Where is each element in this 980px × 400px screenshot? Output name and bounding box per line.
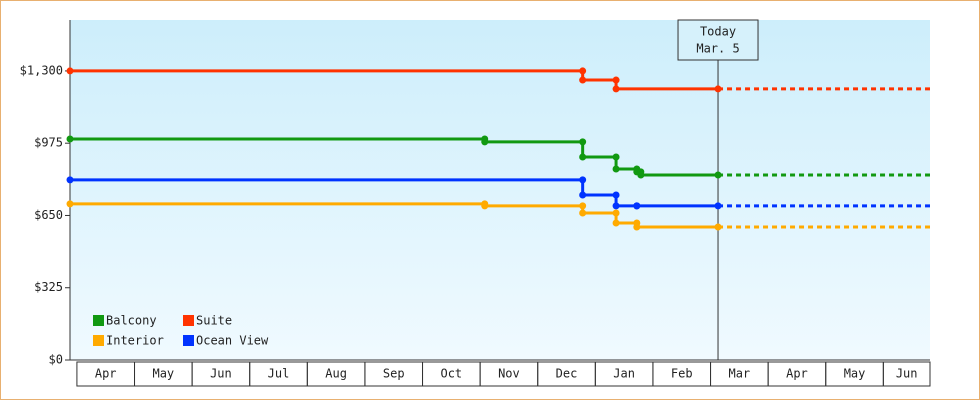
x-month-cell — [882, 361, 931, 387]
x-tick-label: Jun — [896, 367, 918, 381]
legend-label: Suite — [196, 314, 232, 328]
price-point — [612, 202, 620, 210]
price-point — [612, 209, 620, 217]
today-label: Today — [700, 25, 736, 39]
price-point — [714, 202, 722, 210]
x-tick-label: Dec — [556, 367, 578, 381]
x-tick-label: May — [844, 367, 866, 381]
legend-swatch — [183, 315, 194, 326]
legend-label: Interior — [106, 334, 164, 348]
price-point — [714, 85, 722, 93]
price-point — [633, 223, 641, 231]
price-point — [612, 191, 620, 199]
x-tick-label: Apr — [95, 367, 117, 381]
price-point — [714, 223, 722, 231]
price-line — [70, 69, 719, 91]
price-point — [612, 85, 620, 93]
price-point — [579, 202, 587, 210]
price-point — [612, 219, 620, 227]
legend-label: Ocean View — [196, 334, 269, 348]
price-point — [714, 171, 722, 179]
price-point — [579, 209, 587, 217]
x-tick-label: Oct — [440, 367, 462, 381]
price-point — [579, 76, 587, 84]
price-point — [612, 76, 620, 84]
x-tick-label: Feb — [671, 367, 693, 381]
price-point — [66, 135, 74, 143]
x-tick-label: Jun — [210, 367, 232, 381]
y-tick-label: $975 — [34, 136, 63, 150]
y-tick-label: $1,300 — [20, 63, 63, 77]
price-point — [637, 171, 645, 179]
x-tick-label: Jul — [268, 367, 290, 381]
price-point — [481, 138, 489, 146]
price-point — [612, 165, 620, 173]
x-tick-label: Mar — [728, 367, 750, 381]
x-tick-label: Jan — [613, 367, 635, 381]
today-box — [677, 19, 759, 61]
legend-swatch — [93, 335, 104, 346]
y-tick-label: $0 — [49, 353, 63, 367]
price-point — [579, 138, 587, 146]
x-tick-label: Aug — [325, 367, 347, 381]
price-point — [633, 202, 641, 210]
price-point — [66, 176, 74, 184]
x-tick-label: Nov — [498, 367, 520, 381]
legend-swatch — [93, 315, 104, 326]
price-point — [481, 202, 489, 210]
legend-swatch — [183, 335, 194, 346]
x-tick-label: Apr — [786, 367, 808, 381]
plot-area — [70, 20, 930, 360]
price-point — [612, 153, 620, 161]
price-point — [579, 191, 587, 199]
legend-label: Balcony — [106, 314, 157, 328]
x-tick-label: May — [152, 367, 174, 381]
price-point — [66, 67, 74, 75]
today-label: Mar. 5 — [696, 42, 739, 56]
price-point — [579, 67, 587, 75]
price-point — [579, 176, 587, 184]
y-tick-label: $650 — [34, 208, 63, 222]
y-tick-label: $325 — [34, 280, 63, 294]
price-point — [579, 153, 587, 161]
x-tick-label: Sep — [383, 367, 405, 381]
price-point — [66, 200, 74, 208]
